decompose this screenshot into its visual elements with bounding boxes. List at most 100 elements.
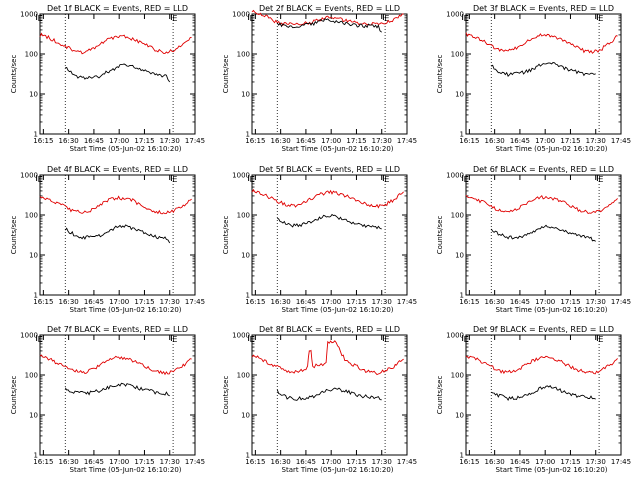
x-tick-label: 16:45 bbox=[510, 298, 530, 306]
x-tick-label: 17:45 bbox=[611, 298, 631, 306]
x-tick-label: 17:30 bbox=[586, 458, 606, 466]
plot-frame bbox=[251, 174, 408, 296]
series-line-events bbox=[490, 224, 596, 242]
x-tick-label: 16:30 bbox=[485, 458, 505, 466]
x-tick-label: 16:45 bbox=[84, 298, 104, 306]
x-tick-label: 17:30 bbox=[372, 137, 392, 145]
x-tick-label: 17:15 bbox=[134, 298, 154, 306]
x-tick-label: 17:15 bbox=[560, 298, 580, 306]
y-axis-label: Counts/sec bbox=[10, 376, 18, 415]
marker-label: E bbox=[38, 335, 43, 344]
series-line-lld bbox=[465, 194, 618, 215]
y-tick-label: 1000 bbox=[20, 172, 38, 180]
marker-label: E bbox=[250, 175, 255, 184]
y-tick-label: 100 bbox=[237, 372, 250, 380]
marker-label: E bbox=[464, 335, 469, 344]
series-line-events bbox=[276, 18, 382, 33]
plot-frame bbox=[465, 334, 622, 456]
y-tick-label: 1 bbox=[460, 292, 464, 300]
series-line-events bbox=[64, 224, 171, 244]
x-tick-label: 17:30 bbox=[586, 298, 606, 306]
series-line-events bbox=[491, 385, 596, 402]
y-tick-label: 10 bbox=[455, 91, 464, 99]
x-tick-label: 17:30 bbox=[160, 298, 180, 306]
x-tick-label: 16:15 bbox=[245, 458, 265, 466]
y-tick-label: 1000 bbox=[232, 11, 250, 19]
series-line-lld bbox=[465, 32, 618, 54]
series-line-events bbox=[64, 382, 170, 397]
x-tick-label: 17:00 bbox=[321, 298, 341, 306]
y-tick-label: 10 bbox=[241, 252, 250, 260]
y-axis-label: Counts/sec bbox=[436, 376, 444, 415]
marker-label: E bbox=[172, 335, 177, 344]
x-tick-label: 17:30 bbox=[372, 458, 392, 466]
panel-title: Det 7f BLACK = Events, RED = LLD bbox=[47, 325, 188, 334]
y-tick-label: 10 bbox=[241, 412, 250, 420]
x-axis-label: Start Time (05-Jun-02 16:10:20) bbox=[496, 306, 608, 314]
plot-frame bbox=[465, 174, 622, 296]
x-tick-label: 17:00 bbox=[109, 137, 129, 145]
panel-det-7: Det 7f BLACK = Events, RED = LLD 1 10 100 10… bbox=[10, 325, 205, 474]
x-axis-label: Start Time (05-Jun-02 16:10:20) bbox=[282, 306, 394, 314]
x-tick-label: 16:15 bbox=[245, 137, 265, 145]
x-tick-label: 16:30 bbox=[271, 458, 291, 466]
x-tick-label: 17:45 bbox=[185, 298, 205, 306]
x-axis-label: Start Time (05-Jun-02 16:10:20) bbox=[282, 466, 394, 474]
x-tick-label: 16:15 bbox=[33, 137, 53, 145]
y-tick-label: 1000 bbox=[20, 332, 38, 340]
x-tick-label: 17:15 bbox=[134, 137, 154, 145]
marker-label: E bbox=[250, 14, 255, 23]
x-tick-label: 16:45 bbox=[296, 137, 316, 145]
y-tick-label: 1 bbox=[34, 452, 38, 460]
x-tick-label: 17:15 bbox=[346, 298, 366, 306]
x-axis-label: Start Time (05-Jun-02 16:10:20) bbox=[70, 306, 182, 314]
y-tick-label: 100 bbox=[451, 212, 464, 220]
plot-frame bbox=[39, 334, 196, 456]
x-tick-label: 17:15 bbox=[560, 458, 580, 466]
series-line-lld bbox=[251, 188, 404, 209]
x-tick-label: 16:45 bbox=[510, 458, 530, 466]
x-tick-label: 17:45 bbox=[397, 298, 417, 306]
panel-det-9: Det 9f BLACK = Events, RED = LLD 1 10 100 10… bbox=[436, 325, 631, 474]
y-tick-label: 10 bbox=[455, 252, 464, 260]
x-tick-label: 17:30 bbox=[372, 298, 392, 306]
y-tick-label: 10 bbox=[241, 91, 250, 99]
plot-frame bbox=[251, 334, 408, 456]
y-tick-label: 1000 bbox=[446, 172, 464, 180]
x-tick-label: 17:15 bbox=[346, 137, 366, 145]
x-tick-label: 17:00 bbox=[535, 137, 555, 145]
x-tick-label: 17:15 bbox=[346, 458, 366, 466]
y-tick-label: 1 bbox=[246, 131, 250, 139]
y-tick-label: 1 bbox=[34, 131, 38, 139]
x-tick-label: 16:30 bbox=[485, 298, 505, 306]
panel-title: Det 2f BLACK = Events, RED = LLD bbox=[259, 4, 400, 13]
x-axis-label: Start Time (05-Jun-02 16:10:20) bbox=[496, 145, 608, 153]
panel-title: Det 8f BLACK = Events, RED = LLD bbox=[259, 325, 400, 334]
y-tick-label: 1 bbox=[460, 131, 464, 139]
x-tick-label: 16:15 bbox=[33, 298, 53, 306]
x-tick-label: 17:30 bbox=[160, 137, 180, 145]
panel-title: Det 9f BLACK = Events, RED = LLD bbox=[473, 325, 614, 334]
series-line-events bbox=[491, 62, 596, 78]
x-tick-label: 17:45 bbox=[397, 137, 417, 145]
marker-label: E bbox=[598, 335, 603, 344]
x-tick-label: 17:45 bbox=[397, 458, 417, 466]
series-line-events bbox=[65, 63, 171, 83]
y-axis-label: Counts/sec bbox=[10, 55, 18, 94]
panel-det-2: Det 2f BLACK = Events, RED = LLD 1 10 100 10… bbox=[222, 4, 417, 153]
y-tick-label: 1 bbox=[460, 452, 464, 460]
y-axis-label: Counts/sec bbox=[222, 216, 230, 255]
plot-frame bbox=[39, 13, 196, 135]
panel-det-3: Det 3f BLACK = Events, RED = LLD 1 10 100 10… bbox=[436, 4, 631, 153]
x-tick-label: 17:00 bbox=[321, 137, 341, 145]
x-tick-label: 16:30 bbox=[59, 137, 79, 145]
marker-label: E bbox=[384, 14, 389, 23]
x-tick-label: 16:15 bbox=[459, 458, 479, 466]
y-tick-label: 100 bbox=[237, 51, 250, 59]
x-tick-label: 16:45 bbox=[296, 458, 316, 466]
marker-label: E bbox=[384, 335, 389, 344]
x-axis-label: Start Time (05-Jun-02 16:10:20) bbox=[70, 145, 182, 153]
y-tick-label: 10 bbox=[455, 412, 464, 420]
panel-det-8: Det 8f BLACK = Events, RED = LLD 1 10 100 10… bbox=[222, 325, 417, 474]
